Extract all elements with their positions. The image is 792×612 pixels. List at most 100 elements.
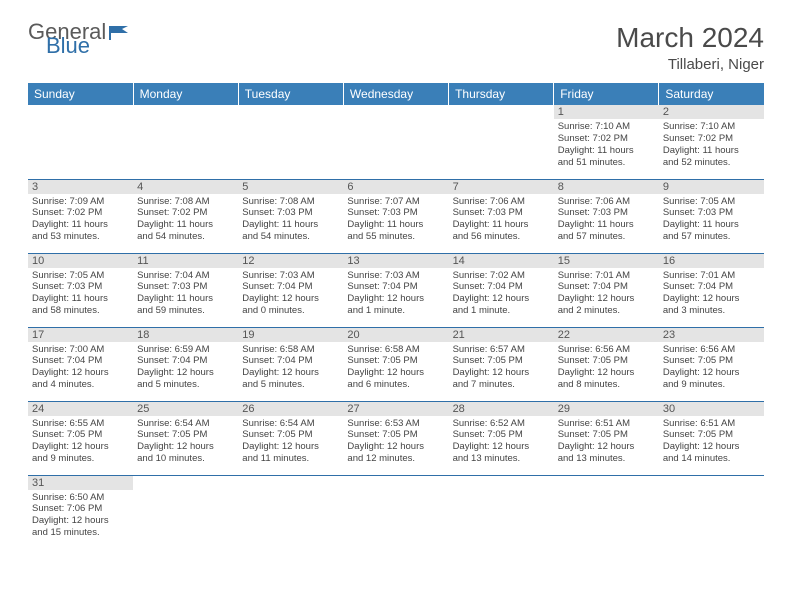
calendar-day-cell: 1Sunrise: 7:10 AMSunset: 7:02 PMDaylight… (554, 105, 659, 179)
calendar-day-cell: 2Sunrise: 7:10 AMSunset: 7:02 PMDaylight… (659, 105, 764, 179)
calendar-day-cell: 27Sunrise: 6:53 AMSunset: 7:05 PMDayligh… (343, 401, 448, 475)
day-details: Sunrise: 6:54 AMSunset: 7:05 PMDaylight:… (238, 416, 343, 469)
calendar-day-cell: 14Sunrise: 7:02 AMSunset: 7:04 PMDayligh… (449, 253, 554, 327)
day-number: 27 (343, 402, 448, 416)
day-details: Sunrise: 7:01 AMSunset: 7:04 PMDaylight:… (554, 268, 659, 321)
day-number: 10 (28, 254, 133, 268)
calendar-day-cell: 13Sunrise: 7:03 AMSunset: 7:04 PMDayligh… (343, 253, 448, 327)
location: Tillaberi, Niger (616, 56, 764, 73)
calendar-day-cell: 15Sunrise: 7:01 AMSunset: 7:04 PMDayligh… (554, 253, 659, 327)
day-number: 9 (659, 180, 764, 194)
calendar-day-cell: 20Sunrise: 6:58 AMSunset: 7:05 PMDayligh… (343, 327, 448, 401)
calendar-empty-cell (343, 475, 448, 549)
weekday-header: Tuesday (238, 83, 343, 105)
day-number (238, 105, 343, 119)
day-details: Sunrise: 7:03 AMSunset: 7:04 PMDaylight:… (238, 268, 343, 321)
calendar-day-cell: 8Sunrise: 7:06 AMSunset: 7:03 PMDaylight… (554, 179, 659, 253)
day-details: Sunrise: 7:05 AMSunset: 7:03 PMDaylight:… (28, 268, 133, 321)
calendar-week-row: 24Sunrise: 6:55 AMSunset: 7:05 PMDayligh… (28, 401, 764, 475)
day-number: 7 (449, 180, 554, 194)
calendar-empty-cell (133, 475, 238, 549)
day-number: 14 (449, 254, 554, 268)
day-details: Sunrise: 7:07 AMSunset: 7:03 PMDaylight:… (343, 194, 448, 247)
day-details: Sunrise: 6:51 AMSunset: 7:05 PMDaylight:… (554, 416, 659, 469)
day-number: 4 (133, 180, 238, 194)
calendar-day-cell: 18Sunrise: 6:59 AMSunset: 7:04 PMDayligh… (133, 327, 238, 401)
calendar-day-cell: 28Sunrise: 6:52 AMSunset: 7:05 PMDayligh… (449, 401, 554, 475)
title-block: March 2024 Tillaberi, Niger (616, 22, 764, 73)
day-details: Sunrise: 6:56 AMSunset: 7:05 PMDaylight:… (659, 342, 764, 395)
day-number: 3 (28, 180, 133, 194)
day-number: 29 (554, 402, 659, 416)
calendar-table: SundayMondayTuesdayWednesdayThursdayFrid… (28, 83, 764, 549)
weekday-header: Saturday (659, 83, 764, 105)
day-details: Sunrise: 6:55 AMSunset: 7:05 PMDaylight:… (28, 416, 133, 469)
day-details: Sunrise: 6:52 AMSunset: 7:05 PMDaylight:… (449, 416, 554, 469)
day-number: 22 (554, 328, 659, 342)
day-details: Sunrise: 7:10 AMSunset: 7:02 PMDaylight:… (659, 119, 764, 172)
calendar-empty-cell (449, 475, 554, 549)
day-number (28, 105, 133, 119)
calendar-day-cell: 17Sunrise: 7:00 AMSunset: 7:04 PMDayligh… (28, 327, 133, 401)
day-details: Sunrise: 7:05 AMSunset: 7:03 PMDaylight:… (659, 194, 764, 247)
calendar-day-cell: 10Sunrise: 7:05 AMSunset: 7:03 PMDayligh… (28, 253, 133, 327)
day-number (343, 476, 448, 490)
day-details: Sunrise: 6:56 AMSunset: 7:05 PMDaylight:… (554, 342, 659, 395)
day-details: Sunrise: 6:54 AMSunset: 7:05 PMDaylight:… (133, 416, 238, 469)
day-details: Sunrise: 7:04 AMSunset: 7:03 PMDaylight:… (133, 268, 238, 321)
calendar-empty-cell (449, 105, 554, 179)
day-number (238, 476, 343, 490)
calendar-body: 1Sunrise: 7:10 AMSunset: 7:02 PMDaylight… (28, 105, 764, 549)
weekday-header: Friday (554, 83, 659, 105)
day-details: Sunrise: 7:01 AMSunset: 7:04 PMDaylight:… (659, 268, 764, 321)
day-number: 2 (659, 105, 764, 119)
calendar-day-cell: 11Sunrise: 7:04 AMSunset: 7:03 PMDayligh… (133, 253, 238, 327)
calendar-week-row: 17Sunrise: 7:00 AMSunset: 7:04 PMDayligh… (28, 327, 764, 401)
day-details: Sunrise: 7:09 AMSunset: 7:02 PMDaylight:… (28, 194, 133, 247)
day-details: Sunrise: 6:50 AMSunset: 7:06 PMDaylight:… (28, 490, 133, 543)
day-details: Sunrise: 6:59 AMSunset: 7:04 PMDaylight:… (133, 342, 238, 395)
day-number: 19 (238, 328, 343, 342)
day-details: Sunrise: 7:02 AMSunset: 7:04 PMDaylight:… (449, 268, 554, 321)
day-number (343, 105, 448, 119)
calendar-day-cell: 21Sunrise: 6:57 AMSunset: 7:05 PMDayligh… (449, 327, 554, 401)
month-title: March 2024 (616, 22, 764, 54)
calendar-day-cell: 30Sunrise: 6:51 AMSunset: 7:05 PMDayligh… (659, 401, 764, 475)
calendar-week-row: 10Sunrise: 7:05 AMSunset: 7:03 PMDayligh… (28, 253, 764, 327)
calendar-day-cell: 25Sunrise: 6:54 AMSunset: 7:05 PMDayligh… (133, 401, 238, 475)
day-number: 12 (238, 254, 343, 268)
day-number (133, 105, 238, 119)
day-number: 18 (133, 328, 238, 342)
calendar-empty-cell (659, 475, 764, 549)
calendar-day-cell: 26Sunrise: 6:54 AMSunset: 7:05 PMDayligh… (238, 401, 343, 475)
calendar-day-cell: 9Sunrise: 7:05 AMSunset: 7:03 PMDaylight… (659, 179, 764, 253)
day-details: Sunrise: 7:06 AMSunset: 7:03 PMDaylight:… (449, 194, 554, 247)
day-number: 23 (659, 328, 764, 342)
day-number: 28 (449, 402, 554, 416)
day-number: 6 (343, 180, 448, 194)
day-number: 24 (28, 402, 133, 416)
calendar-week-row: 1Sunrise: 7:10 AMSunset: 7:02 PMDaylight… (28, 105, 764, 179)
weekday-header: Thursday (449, 83, 554, 105)
day-number: 11 (133, 254, 238, 268)
header: General Blue March 2024 Tillaberi, Niger (28, 22, 764, 73)
calendar-day-cell: 3Sunrise: 7:09 AMSunset: 7:02 PMDaylight… (28, 179, 133, 253)
calendar-day-cell: 5Sunrise: 7:08 AMSunset: 7:03 PMDaylight… (238, 179, 343, 253)
day-number: 17 (28, 328, 133, 342)
calendar-day-cell: 22Sunrise: 6:56 AMSunset: 7:05 PMDayligh… (554, 327, 659, 401)
day-details: Sunrise: 6:58 AMSunset: 7:05 PMDaylight:… (343, 342, 448, 395)
calendar-empty-cell (238, 475, 343, 549)
logo: General Blue (28, 22, 132, 56)
calendar-day-cell: 29Sunrise: 6:51 AMSunset: 7:05 PMDayligh… (554, 401, 659, 475)
calendar-day-cell: 12Sunrise: 7:03 AMSunset: 7:04 PMDayligh… (238, 253, 343, 327)
day-number (659, 476, 764, 490)
day-details: Sunrise: 6:57 AMSunset: 7:05 PMDaylight:… (449, 342, 554, 395)
day-number: 8 (554, 180, 659, 194)
day-details: Sunrise: 7:03 AMSunset: 7:04 PMDaylight:… (343, 268, 448, 321)
day-number: 26 (238, 402, 343, 416)
calendar-day-cell: 7Sunrise: 7:06 AMSunset: 7:03 PMDaylight… (449, 179, 554, 253)
calendar-empty-cell (343, 105, 448, 179)
calendar-week-row: 31Sunrise: 6:50 AMSunset: 7:06 PMDayligh… (28, 475, 764, 549)
weekday-header-row: SundayMondayTuesdayWednesdayThursdayFrid… (28, 83, 764, 105)
day-number (554, 476, 659, 490)
